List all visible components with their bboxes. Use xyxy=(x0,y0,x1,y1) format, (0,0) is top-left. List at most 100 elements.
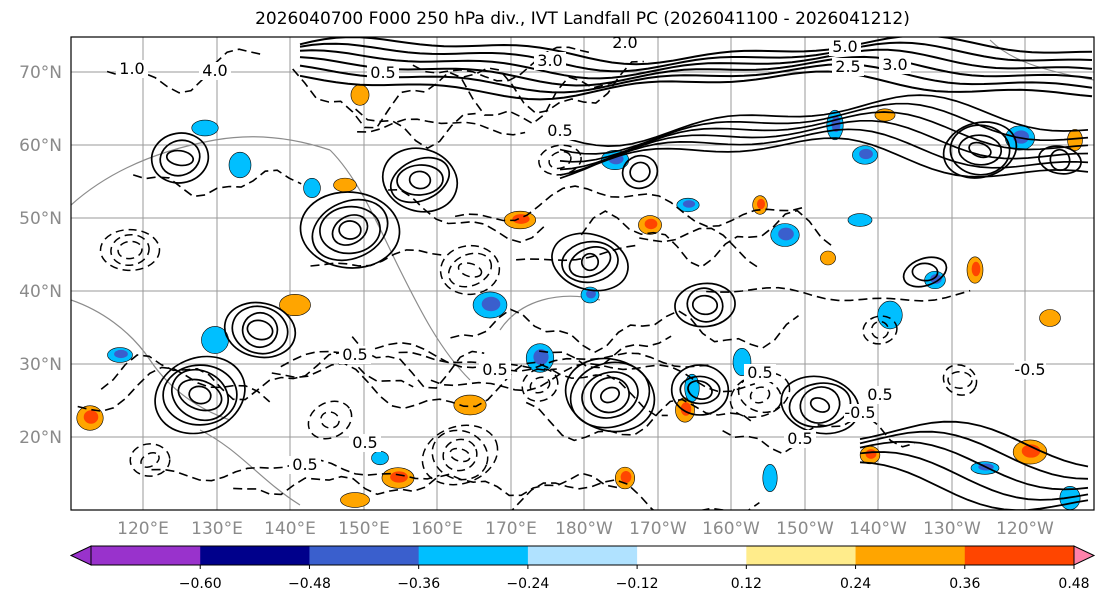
lon-label: 130°W xyxy=(923,519,981,539)
coastline xyxy=(71,136,331,206)
negative-contour-ring xyxy=(862,315,898,345)
cool-shading-blob xyxy=(847,213,873,227)
colorbar-segment xyxy=(91,546,201,565)
colorbar-tick-label: 0.12 xyxy=(731,576,762,592)
cool-shading-blob xyxy=(371,450,389,466)
colorbar-segment xyxy=(200,546,310,565)
lon-label: 140°E xyxy=(264,519,316,539)
positive-contour-ring xyxy=(902,256,948,288)
negative-contour xyxy=(722,415,915,455)
positive-contour-ring xyxy=(911,262,939,282)
contour-labels: 5.02.5 3.04.0 0.53.00.52.01.00.50.5-0.5-0.… xyxy=(116,33,1046,474)
lon-label: 120°W xyxy=(996,519,1054,539)
lat-label: 50°N xyxy=(19,209,62,229)
lon-label: 180°W xyxy=(555,519,613,539)
colorbar-extend-max xyxy=(1073,545,1096,566)
map-title: 2026040700 F000 250 hPa div., IVT Landfa… xyxy=(255,9,910,29)
colorbar-segment xyxy=(418,546,529,565)
latitude-labels: 70°N 60°N 50°N 40°N 30°N 20°N xyxy=(19,63,62,448)
positive-contour-ring xyxy=(581,371,639,419)
positive-contour-ring xyxy=(670,364,730,416)
positive-contour-ring xyxy=(171,368,229,422)
negative-contour-ring xyxy=(110,233,150,267)
coastline xyxy=(199,429,301,506)
lat-label: 60°N xyxy=(19,136,62,156)
cool-core-blob xyxy=(778,227,794,241)
positive-contour-ring xyxy=(1049,148,1071,172)
subtropical-contour xyxy=(859,420,1089,468)
cool-core-blob xyxy=(586,289,596,299)
colorbar-extend-min xyxy=(69,545,92,566)
contour-label-mask xyxy=(349,434,381,452)
jet-contour xyxy=(299,70,1093,101)
negative-contour xyxy=(77,366,271,413)
contour-label: 2.0 xyxy=(612,33,637,52)
negative-contour-ring xyxy=(99,228,161,272)
contour-label-mask xyxy=(744,364,776,382)
lat-label: 30°N xyxy=(19,355,62,375)
negative-contour xyxy=(706,286,971,302)
positive-contour-ring xyxy=(551,232,629,292)
colorbar-outline xyxy=(90,545,1075,566)
colorbar-tick-label: −0.12 xyxy=(616,576,659,592)
colorbar-segment xyxy=(964,546,1075,565)
colorbar-segment xyxy=(309,546,420,565)
positive-contour-ring xyxy=(590,376,630,414)
jet-contour xyxy=(559,94,1089,147)
negative-contour-ring xyxy=(447,252,493,288)
colorbar-segment xyxy=(855,546,966,565)
contour-label-mask xyxy=(609,37,641,52)
contour-label: 0.5 xyxy=(747,363,772,382)
negative-contour xyxy=(351,336,485,389)
contour-label: 2.5 xyxy=(835,57,860,76)
negative-contour-ring xyxy=(442,438,478,472)
coastlines xyxy=(71,39,1094,506)
positive-contour-ring xyxy=(150,132,210,184)
lat-label: 40°N xyxy=(19,282,62,302)
negative-contour xyxy=(463,60,644,115)
jet-contour xyxy=(559,119,1089,171)
contour-label: 0.5 xyxy=(370,63,395,82)
positive-contour-ring xyxy=(162,364,238,426)
cool-core-blob xyxy=(114,349,128,359)
positive-contour-ring xyxy=(561,240,619,284)
negative-contour-ring xyxy=(529,376,551,394)
positive-contour-ring xyxy=(686,287,724,323)
negative-contour xyxy=(516,244,637,262)
colorbar-tick-label: −0.48 xyxy=(288,576,331,592)
contour-label: 5.0 xyxy=(832,37,857,56)
negative-contour-ring xyxy=(449,447,471,463)
map-frame xyxy=(70,36,1095,511)
positive-contour-ring xyxy=(396,164,444,196)
positive-contour-ring xyxy=(564,357,656,433)
positive-contour-ring xyxy=(223,301,297,359)
colorbar-tick-label: −0.36 xyxy=(397,576,440,592)
warm-shading-blob xyxy=(874,108,896,122)
contour-label-mask xyxy=(339,346,371,364)
positive-contour-ring xyxy=(949,124,1011,176)
jet-contour xyxy=(559,137,1089,180)
contour-label-mask xyxy=(784,430,816,448)
cool-shading-blob xyxy=(877,300,903,330)
cool-shading-blob xyxy=(762,464,778,492)
negative-contour-ring xyxy=(457,262,483,278)
cool-shading-blob xyxy=(303,178,321,198)
positive-contour-ring xyxy=(691,294,719,316)
warm-core-blob xyxy=(620,471,632,483)
positive-contour-ring xyxy=(311,198,389,262)
contour-label-mask xyxy=(367,64,399,82)
lat-label: 70°N xyxy=(19,63,62,83)
contour-label: 0.5 xyxy=(352,433,377,452)
contour-label: 3.0 xyxy=(537,51,562,70)
contour-label-mask xyxy=(829,38,861,56)
positive-contour-ring xyxy=(381,147,459,213)
contour-label-mask xyxy=(844,404,876,422)
colorbar-segment xyxy=(746,546,857,565)
contour-label-mask xyxy=(534,52,566,70)
colorbar-tick-label: 0.24 xyxy=(840,576,871,592)
positive-contour-ring xyxy=(569,361,651,429)
warm-core-blob xyxy=(865,449,877,459)
negative-contour-ring xyxy=(117,240,143,260)
contour-label-mask xyxy=(199,62,231,80)
negative-contour-ring xyxy=(421,424,499,486)
